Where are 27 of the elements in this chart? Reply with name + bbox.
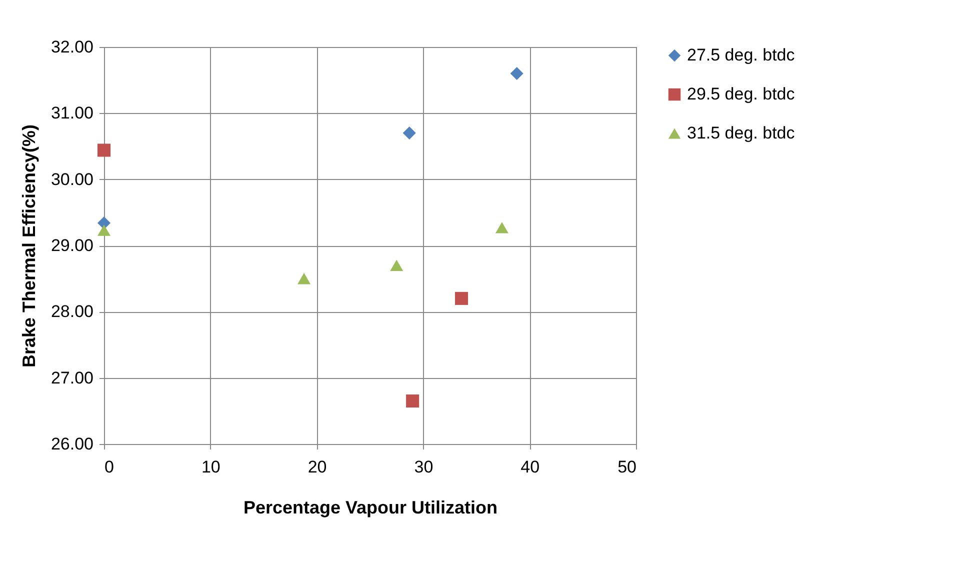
x-axis-title: Percentage Vapour Utilization [243, 498, 498, 518]
legend-label: 31.5 deg. btdc [687, 124, 796, 142]
point [406, 394, 420, 408]
point [298, 272, 311, 284]
x-tick-label: 30 [414, 458, 434, 476]
y-tick-label: 28.00 [50, 302, 94, 322]
y-tick-label: 26.00 [50, 434, 94, 454]
x-tick-label: 40 [520, 458, 540, 476]
x-tick-label: 20 [308, 458, 327, 476]
point [97, 144, 111, 157]
y-axis-title: Brake Thermal Efficiency(%) [18, 124, 39, 368]
y-tick-label: 29.00 [50, 236, 94, 255]
point [97, 224, 111, 236]
point [454, 292, 468, 305]
legend-label: 29.5 deg. btdc [687, 84, 796, 104]
point [510, 66, 524, 80]
point [402, 126, 416, 140]
y-tick-label: 31.00 [50, 104, 94, 123]
point [390, 260, 404, 271]
x-tick-label: 0 [104, 458, 114, 476]
legend-label: 27.5 deg. btdc [687, 46, 796, 64]
point [495, 222, 508, 234]
y-tick-label: 32.00 [50, 38, 94, 56]
x-tick-label: 10 [201, 458, 220, 476]
y-tick-label: 27.00 [50, 368, 94, 388]
x-tick-label: 50 [618, 458, 636, 476]
y-tick-label: 30.00 [50, 170, 94, 189]
